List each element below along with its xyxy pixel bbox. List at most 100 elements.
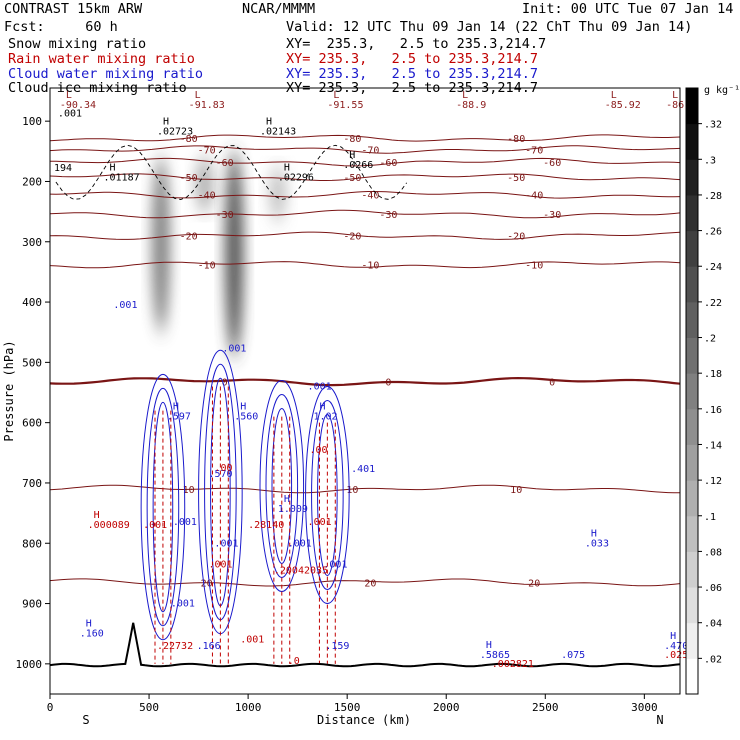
x-tick-label-1500: 1500 <box>334 701 361 714</box>
extremum-value-39: .28140 <box>248 520 284 531</box>
isotherm--30 <box>49 209 681 219</box>
colorbar-swatch-3 <box>686 551 698 588</box>
isotherm-label--40-1: -40 <box>361 191 379 202</box>
extremum-value-33: .4704 <box>664 641 694 652</box>
extremum-letter-2: L <box>333 90 339 101</box>
x-tick-label-2500: 2500 <box>532 701 559 714</box>
isotherm-label--60-2: -60 <box>543 158 561 169</box>
snow-band-2 <box>225 151 244 357</box>
isotherm-label-10-1: 10 <box>346 485 358 496</box>
extremum-letter-18: H <box>319 402 325 413</box>
colorbar-swatch-15 <box>686 123 698 160</box>
isotherm-label--30-1: -30 <box>379 210 397 221</box>
isotherm-label--20-1: -20 <box>343 232 361 243</box>
isotherm-label--70-0: -70 <box>198 146 216 157</box>
extremum-letter-0: L <box>66 90 72 101</box>
isotherm-label--70-2: -70 <box>525 146 543 157</box>
extremum-letter-12: H <box>284 162 290 173</box>
extremum-value-12: .02296 <box>278 172 314 183</box>
isotherm-label--60-1: -60 <box>379 158 397 169</box>
colorbar-tick-label-6: .14 <box>704 440 722 451</box>
colorbar-tick-label-14: .3 <box>704 155 716 166</box>
isotherm-label--20-2: -20 <box>507 232 525 243</box>
x-tick-label-2000: 2000 <box>433 701 460 714</box>
colorbar-swatch-10 <box>686 301 698 339</box>
extremum-value-29: .166 <box>197 641 221 652</box>
extremum-letter-1: L <box>195 90 201 101</box>
isotherm-label--50-1: -50 <box>343 173 361 184</box>
extremum-value-6: .001 <box>58 108 82 119</box>
isotherm-label--10-2: -10 <box>525 261 543 272</box>
colorbar-swatch-2 <box>686 587 698 624</box>
extremum-value-21: 1.009 <box>278 504 308 515</box>
isotherm--60 <box>50 157 681 167</box>
colorbar: .02 .04 .06 .08 .1 .12 .14 .16 .18 .2 .22 .24 .26 .28… <box>685 87 722 695</box>
isotherm--20 <box>49 231 681 240</box>
extremum-value-41: .20042035 <box>274 565 328 576</box>
isotherm-label-20-1: 20 <box>364 578 376 589</box>
extremum-letter-8: H <box>266 116 272 127</box>
colorbar-tick-label-12: .26 <box>704 227 722 238</box>
x-tick-label-500: 500 <box>139 701 159 714</box>
isotherm-label-20-0: 20 <box>201 578 213 589</box>
legend-rain-xy: XY= 235.3, 2.5 to 235.3,214.7 <box>286 51 538 67</box>
terrain-surface-line <box>49 622 681 668</box>
cloud-water-contour-2-1 <box>265 393 299 578</box>
isotherm-label--10-0: -10 <box>198 261 216 272</box>
isotherm--40 <box>49 191 681 199</box>
isotherm-label-20-2: 20 <box>528 578 540 589</box>
colorbar-frame <box>685 87 699 695</box>
extremum-letter-7: H <box>163 116 169 127</box>
colorbar-unit: g kg⁻¹ <box>704 85 740 96</box>
extremum-value-8: .02143 <box>260 126 296 137</box>
colorbar-swatch-11 <box>686 266 698 303</box>
extremum-letter-34: H <box>94 510 100 521</box>
extremum-letter-27: H <box>591 528 597 539</box>
isotherm-label--20-0: -20 <box>180 232 198 243</box>
colorbar-tick-label-11: .24 <box>704 262 722 273</box>
cloud-water-contour-3-0 <box>305 385 350 605</box>
y-tick-label-300: 300 <box>22 236 42 249</box>
extremum-letter-16: H <box>173 402 179 413</box>
colorbar-tick-label-4: .1 <box>704 512 716 523</box>
isotherm-label--80-2: -80 <box>507 134 525 145</box>
legend-snow-field: Snow mixing ratio <box>8 36 147 52</box>
isotherm-label--30-2: -30 <box>543 210 561 221</box>
x-tick-label-0: 0 <box>47 701 54 714</box>
isotherm--80 <box>49 134 681 142</box>
extremum-value-1: -91.83 <box>189 100 225 111</box>
cloud-water-contour-0-2 <box>152 401 174 613</box>
legend-snow-xy: XY= 235.3, 2.5 to 235.3,214.7 <box>286 36 547 52</box>
colorbar-tick-label-5: .12 <box>704 476 722 487</box>
extremum-value-9: .0266 <box>343 160 373 171</box>
colorbar-swatch-7 <box>686 408 698 445</box>
extremum-value-19: .401 <box>351 464 375 475</box>
snow-band-1 <box>195 157 214 212</box>
isotherm-label--40-2: -40 <box>525 191 543 202</box>
isotherm-label--60-0: -60 <box>216 158 234 169</box>
colorbar-swatch-8 <box>686 373 698 410</box>
y-tick-label-600: 600 <box>22 417 42 430</box>
cloud-water-contour-2-0 <box>259 379 305 592</box>
header-valid: Valid: 12 UTC Thu 09 Jan 14 (22 ChT Thu … <box>286 19 693 35</box>
y-tick-label-500: 500 <box>22 356 42 369</box>
isotherm-label--40-0: -40 <box>198 191 216 202</box>
cloud-water-contour-3-2 <box>317 413 338 577</box>
colorbar-tick-label-9: .2 <box>704 334 716 345</box>
isotherm-20 <box>49 578 681 587</box>
isotherm-label--80-1: -80 <box>343 134 361 145</box>
colorbar-tick-label-2: .06 <box>704 583 722 594</box>
legend-cloudwater-xy: XY= 235.3, 2.5 to 235.3,214.7 <box>286 66 538 82</box>
header-fcst: Fcst: 60 h <box>4 19 118 35</box>
extremum-value-4: -85.92 <box>605 100 641 111</box>
colorbar-tick-label-10: .22 <box>704 298 722 309</box>
extremum-value-27: .033 <box>585 538 609 549</box>
extremum-value-31: .5865 <box>480 650 510 661</box>
x-tick-label-3000: 3000 <box>631 701 658 714</box>
x-tick-label-1000: 1000 <box>235 701 262 714</box>
extremum-value-38: .001 <box>308 517 332 528</box>
isotherm--50 <box>49 173 681 181</box>
colorbar-tick-label-7: .16 <box>704 405 722 416</box>
legend-cloudwater-field: Cloud water mixing ratio <box>8 66 204 82</box>
